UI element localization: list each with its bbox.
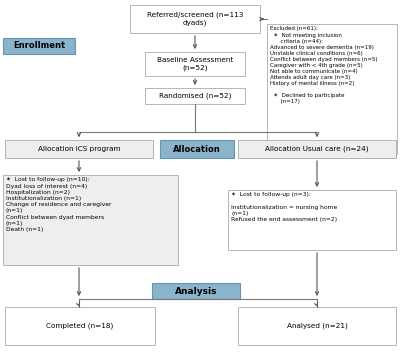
Text: Analysis: Analysis — [175, 287, 217, 295]
Text: Enrollment: Enrollment — [13, 42, 65, 50]
FancyBboxPatch shape — [5, 307, 155, 345]
Text: Allocation iCS program: Allocation iCS program — [38, 146, 120, 152]
FancyBboxPatch shape — [238, 307, 396, 345]
Text: Allocation: Allocation — [173, 145, 221, 153]
FancyBboxPatch shape — [130, 5, 260, 33]
Text: Excluded (n=61):
  ✶  Not meeting inclusion
      criteria (n=44):
Advanced to s: Excluded (n=61): ✶ Not meeting inclusion… — [270, 26, 378, 104]
Text: ✶  Lost to follow-up (n=10):
Dyad loss of interest (n=4)
Hospitalization (n=2)
I: ✶ Lost to follow-up (n=10): Dyad loss of… — [6, 177, 112, 232]
FancyBboxPatch shape — [145, 52, 245, 76]
FancyBboxPatch shape — [145, 88, 245, 104]
FancyBboxPatch shape — [5, 140, 153, 158]
FancyBboxPatch shape — [228, 190, 396, 250]
FancyBboxPatch shape — [267, 24, 397, 154]
FancyBboxPatch shape — [152, 283, 240, 299]
FancyBboxPatch shape — [3, 175, 178, 265]
Text: Randomised (n=52): Randomised (n=52) — [159, 93, 231, 99]
Text: ✶  Lost to follow-up (n=3):

Institutionalization = nursing home
(n=1)
Refused t: ✶ Lost to follow-up (n=3): Institutional… — [231, 192, 337, 222]
Text: Completed (n=18): Completed (n=18) — [46, 323, 114, 329]
Text: Referred/screened (n=113
dyads): Referred/screened (n=113 dyads) — [147, 12, 243, 26]
Text: Allocation Usual care (n=24): Allocation Usual care (n=24) — [265, 146, 369, 152]
Text: Analysed (n=21): Analysed (n=21) — [287, 323, 347, 329]
FancyBboxPatch shape — [160, 140, 234, 158]
FancyBboxPatch shape — [238, 140, 396, 158]
Text: Baseline Assessment
(n=52): Baseline Assessment (n=52) — [157, 57, 233, 71]
FancyBboxPatch shape — [3, 38, 75, 54]
